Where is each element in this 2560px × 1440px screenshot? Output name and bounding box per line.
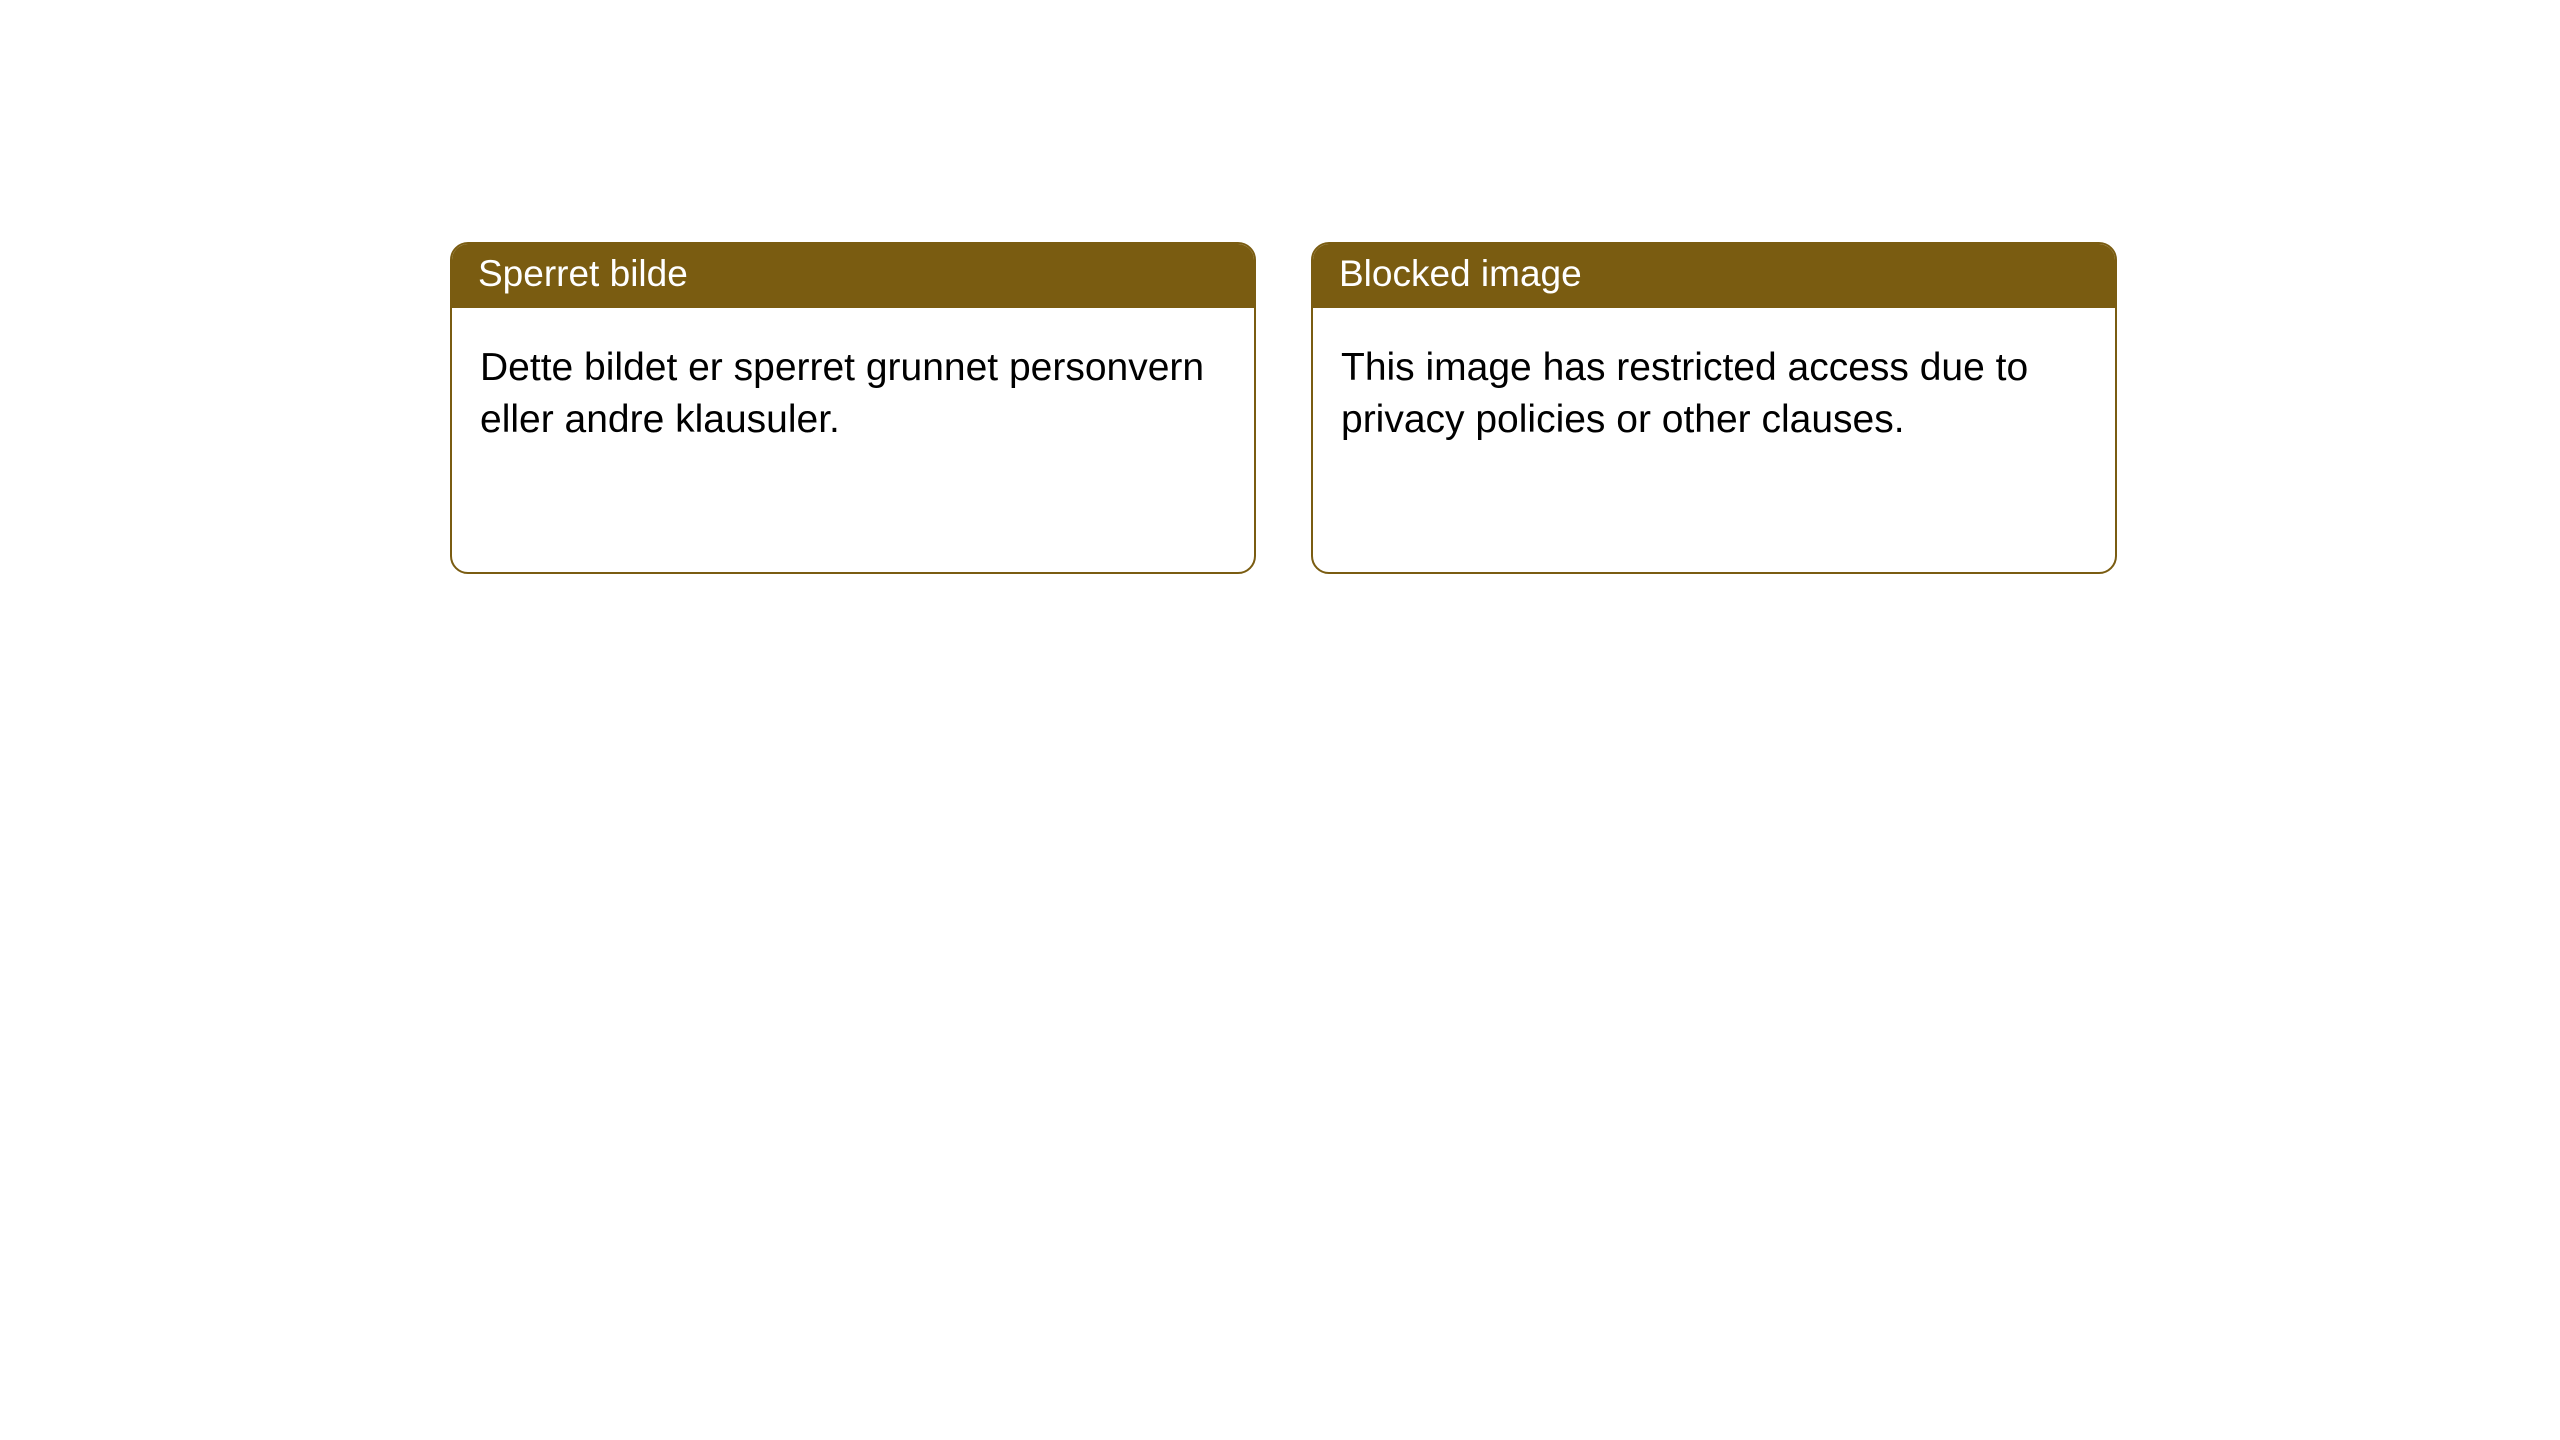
- notice-header-english: Blocked image: [1313, 244, 2115, 308]
- notice-text-norwegian: Dette bildet er sperret grunnet personve…: [480, 346, 1204, 440]
- notice-body-english: This image has restricted access due to …: [1313, 308, 2115, 473]
- notice-title-english: Blocked image: [1339, 253, 1582, 294]
- notice-text-english: This image has restricted access due to …: [1341, 346, 2028, 440]
- notice-title-norwegian: Sperret bilde: [478, 253, 688, 294]
- notice-container: Sperret bilde Dette bildet er sperret gr…: [0, 0, 2560, 574]
- notice-card-norwegian: Sperret bilde Dette bildet er sperret gr…: [450, 242, 1256, 574]
- notice-body-norwegian: Dette bildet er sperret grunnet personve…: [452, 308, 1254, 473]
- notice-card-english: Blocked image This image has restricted …: [1311, 242, 2117, 574]
- notice-header-norwegian: Sperret bilde: [452, 244, 1254, 308]
